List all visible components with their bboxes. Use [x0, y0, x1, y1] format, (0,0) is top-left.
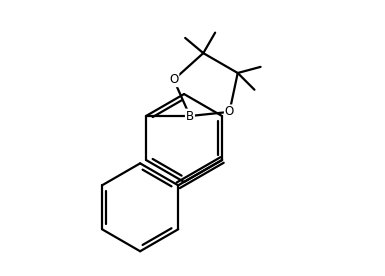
Text: O: O [169, 73, 178, 86]
Text: O: O [225, 105, 234, 118]
Text: B: B [186, 110, 194, 123]
